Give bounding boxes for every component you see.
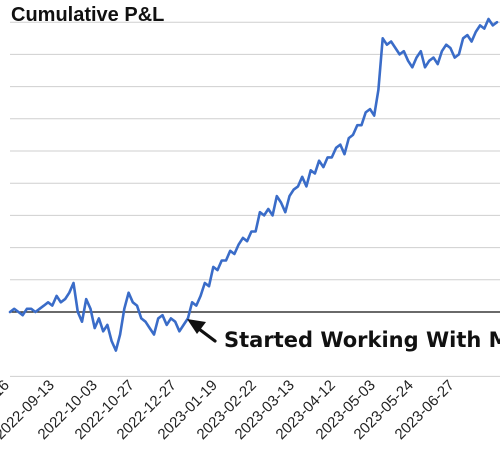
series-line: [8, 17, 499, 352]
series-layer: [8, 17, 499, 352]
x-axis-ticks: 2022-08-162022-09-132022-10-032022-10-27…: [0, 377, 458, 443]
annotation-text: Started Working With Me: [224, 328, 500, 352]
gridlines: [10, 21, 500, 377]
annotation: Started Working With Me: [187, 319, 500, 352]
annotation-arrow-head: [187, 319, 206, 334]
chart-title: Cumulative P&L: [11, 4, 165, 26]
